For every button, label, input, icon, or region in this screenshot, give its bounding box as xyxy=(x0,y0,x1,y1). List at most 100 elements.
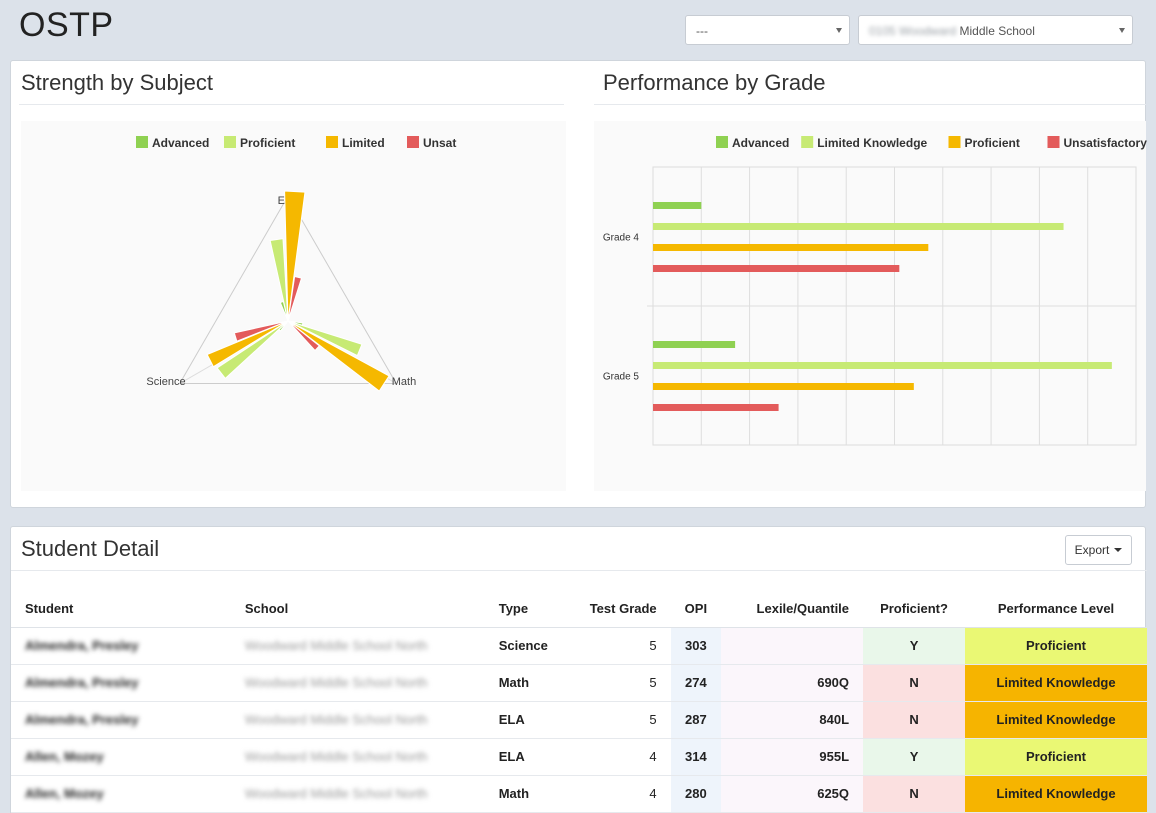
charts-panel: Strength by Subject Performance by Grade… xyxy=(10,60,1148,508)
school-name: Woodward Middle School North xyxy=(230,775,485,813)
table-row[interactable]: Allen, Mozey Woodward Middle School North… xyxy=(11,738,1147,776)
proficient-flag: N xyxy=(863,775,966,813)
proficient-flag: Y xyxy=(863,627,966,665)
bar-grade-5-advanced xyxy=(653,341,736,348)
grade-panel-title: Performance by Grade xyxy=(603,70,826,95)
bar-grade-5-unsatisfactory xyxy=(653,404,779,411)
school-name: Woodward Middle School North xyxy=(230,738,485,776)
legend-label: Proficient xyxy=(240,136,295,150)
performance-level: Proficient xyxy=(965,738,1147,776)
opi-score: 280 xyxy=(670,775,722,813)
radar-wedge-science-proficient xyxy=(216,320,289,380)
school-name: Woodward Middle School North xyxy=(230,701,485,739)
proficient-flag: N xyxy=(863,701,966,739)
lexile-quantile: 840L xyxy=(721,701,864,739)
performance-level: Limited Knowledge xyxy=(965,775,1147,813)
legend-label: Advanced xyxy=(152,136,209,150)
bar-grade-4-proficient xyxy=(653,244,929,251)
test-grade: 5 xyxy=(564,701,671,739)
radar-wedge-ela-proficient xyxy=(269,238,289,322)
student-name[interactable]: Almendra, Presley xyxy=(11,701,231,739)
legend-swatch xyxy=(224,136,236,148)
test-grade: 5 xyxy=(564,664,671,702)
radar-wedge-math-proficient xyxy=(287,320,363,357)
grade-bar-chart: Advanced Limited Knowledge Proficient Unsat… xyxy=(594,121,1148,491)
category-label: Grade 5 xyxy=(603,372,640,383)
period-select[interactable]: --- xyxy=(685,15,850,45)
test-grade: 4 xyxy=(564,775,671,813)
radar-wedge-ela-limited xyxy=(284,190,306,322)
bar-grade-5-limited-knowledge xyxy=(653,362,1112,369)
opi-score: 287 xyxy=(670,701,722,739)
divider xyxy=(594,104,1146,105)
axis-label-science: Science xyxy=(146,376,185,388)
legend-label: Advanced xyxy=(732,136,789,150)
table-row[interactable]: Allen, Mozey Woodward Middle School North… xyxy=(11,775,1147,813)
lexile-quantile: 625Q xyxy=(721,775,864,813)
opi-score: 274 xyxy=(670,664,722,702)
legend-label: Unsatisfactory xyxy=(1064,136,1148,150)
detail-panel-title: Student Detail xyxy=(21,536,160,561)
bar-grade-4-limited-knowledge xyxy=(653,223,1064,230)
student-name[interactable]: Almendra, Presley xyxy=(11,627,231,665)
table-row[interactable]: Almendra, Presley Woodward Middle School … xyxy=(11,701,1147,739)
performance-level: Proficient xyxy=(965,627,1147,665)
performance-level: Limited Knowledge xyxy=(965,701,1147,739)
student-name[interactable]: Allen, Mozey xyxy=(11,775,231,813)
axis-label-math: Math xyxy=(392,376,416,388)
bar-grade-4-unsatisfactory xyxy=(653,265,900,272)
school-select[interactable]: 0105 Woodward Middle School xyxy=(858,15,1133,45)
radar-wedge-science-limited xyxy=(206,320,289,368)
school-select-prefix: 0105 Woodward xyxy=(869,24,957,38)
divider xyxy=(11,570,1147,571)
lexile-quantile xyxy=(721,627,864,665)
strength-panel-title: Strength by Subject xyxy=(21,70,214,95)
lexile-quantile: 690Q xyxy=(721,664,864,702)
col-proficient[interactable]: Proficient? xyxy=(863,590,966,628)
radar-wedge-math-limited xyxy=(287,320,390,392)
table-row[interactable]: Almendra, Presley Woodward Middle School … xyxy=(11,627,1147,665)
chevron-down-icon xyxy=(836,28,842,33)
legend-label: Limited Knowledge xyxy=(817,136,927,150)
chart-background xyxy=(21,121,566,491)
col-student[interactable]: Student xyxy=(11,590,231,628)
school-select-value: Middle School xyxy=(959,24,1035,38)
opi-score: 314 xyxy=(670,738,722,776)
divider xyxy=(19,104,564,105)
table-header-row: Student School Type Test Grade OPI Lexil… xyxy=(11,590,1147,628)
test-type: Science xyxy=(484,627,565,665)
col-test-grade[interactable]: Test Grade xyxy=(564,590,671,628)
col-type[interactable]: Type xyxy=(484,590,565,628)
student-name[interactable]: Allen, Mozey xyxy=(11,738,231,776)
table-row[interactable]: Almendra, Presley Woodward Middle School … xyxy=(11,664,1147,702)
proficient-flag: Y xyxy=(863,738,966,776)
school-name: Woodward Middle School North xyxy=(230,627,485,665)
legend-swatch xyxy=(948,136,961,148)
student-detail-panel: Student Detail Export Student School Typ… xyxy=(10,526,1147,813)
legend-label: Proficient xyxy=(965,136,1020,150)
legend-swatch xyxy=(407,136,419,148)
col-lexile[interactable]: Lexile/Quantile xyxy=(721,590,864,628)
bar-grade-4-advanced xyxy=(653,202,702,209)
col-performance-level[interactable]: Performance Level xyxy=(965,590,1147,628)
test-type: Math xyxy=(484,775,565,813)
test-grade: 4 xyxy=(564,738,671,776)
test-grade: 5 xyxy=(564,627,671,665)
legend-label: Limited xyxy=(342,136,385,150)
caret-down-icon xyxy=(1114,548,1123,552)
export-button-label: Export xyxy=(1074,543,1110,557)
legend-swatch xyxy=(716,136,728,148)
test-type: ELA xyxy=(484,701,565,739)
legend-swatch xyxy=(1047,136,1060,148)
lexile-quantile: 955L xyxy=(721,738,864,776)
category-label: Grade 4 xyxy=(603,233,640,244)
radar-grid xyxy=(178,194,398,384)
legend-swatch xyxy=(801,136,814,148)
export-button[interactable]: Export xyxy=(1065,535,1132,565)
col-opi[interactable]: OPI xyxy=(670,590,722,628)
student-table: Student School Type Test Grade OPI Lexil… xyxy=(11,590,1147,813)
strength-radar-chart: AdvancedProficientLimitedUnsatELAMathSci… xyxy=(21,121,566,491)
col-school[interactable]: School xyxy=(230,590,485,628)
legend-swatch xyxy=(136,136,148,148)
student-name[interactable]: Almendra, Presley xyxy=(11,664,231,702)
